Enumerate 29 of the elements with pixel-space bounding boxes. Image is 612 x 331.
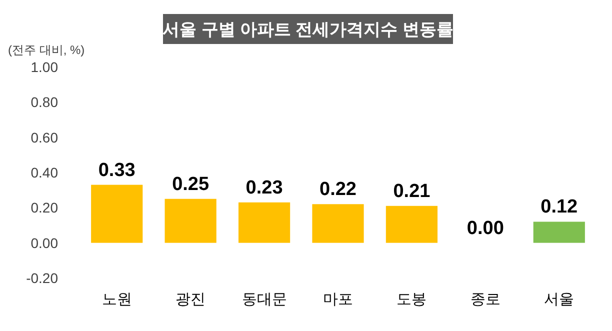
- bar: [533, 222, 585, 243]
- x-tick-label: 서울: [544, 291, 574, 308]
- data-label: 0.12: [540, 196, 578, 218]
- bar: [91, 184, 143, 243]
- data-label: 0.33: [98, 160, 136, 181]
- x-tick-label: 동대문: [242, 291, 287, 308]
- bar: [386, 206, 438, 243]
- y-tick-label: 0.20: [30, 200, 58, 216]
- x-tick-label: 마포: [323, 291, 353, 308]
- y-tick-label: 0.40: [30, 164, 58, 180]
- y-tick-label: 0.80: [30, 94, 58, 110]
- data-label: 0.23: [246, 177, 283, 198]
- data-label: 0.21: [393, 180, 431, 202]
- y-tick-label: 0.00: [30, 234, 58, 251]
- y-tick-label: 1.00: [30, 59, 58, 75]
- x-tick-label: 노원: [102, 291, 132, 308]
- y-tick-label: -0.20: [26, 270, 58, 286]
- data-label: 0.22: [320, 179, 356, 200]
- data-label: 0.00: [466, 218, 504, 239]
- x-tick-label: 종로: [470, 291, 500, 308]
- bar: [312, 204, 364, 243]
- y-axis-title: (전주 대비, %): [8, 43, 85, 57]
- x-tick-label: 광진: [176, 291, 206, 308]
- y-tick-label: 0.60: [30, 129, 58, 146]
- x-tick-label: 도봉: [396, 291, 427, 308]
- chart-title: 서울 구별 아파트 전세가격지수 변동률: [162, 20, 454, 39]
- bar: [238, 202, 290, 243]
- bar: [164, 198, 216, 243]
- data-label: 0.25: [172, 174, 210, 195]
